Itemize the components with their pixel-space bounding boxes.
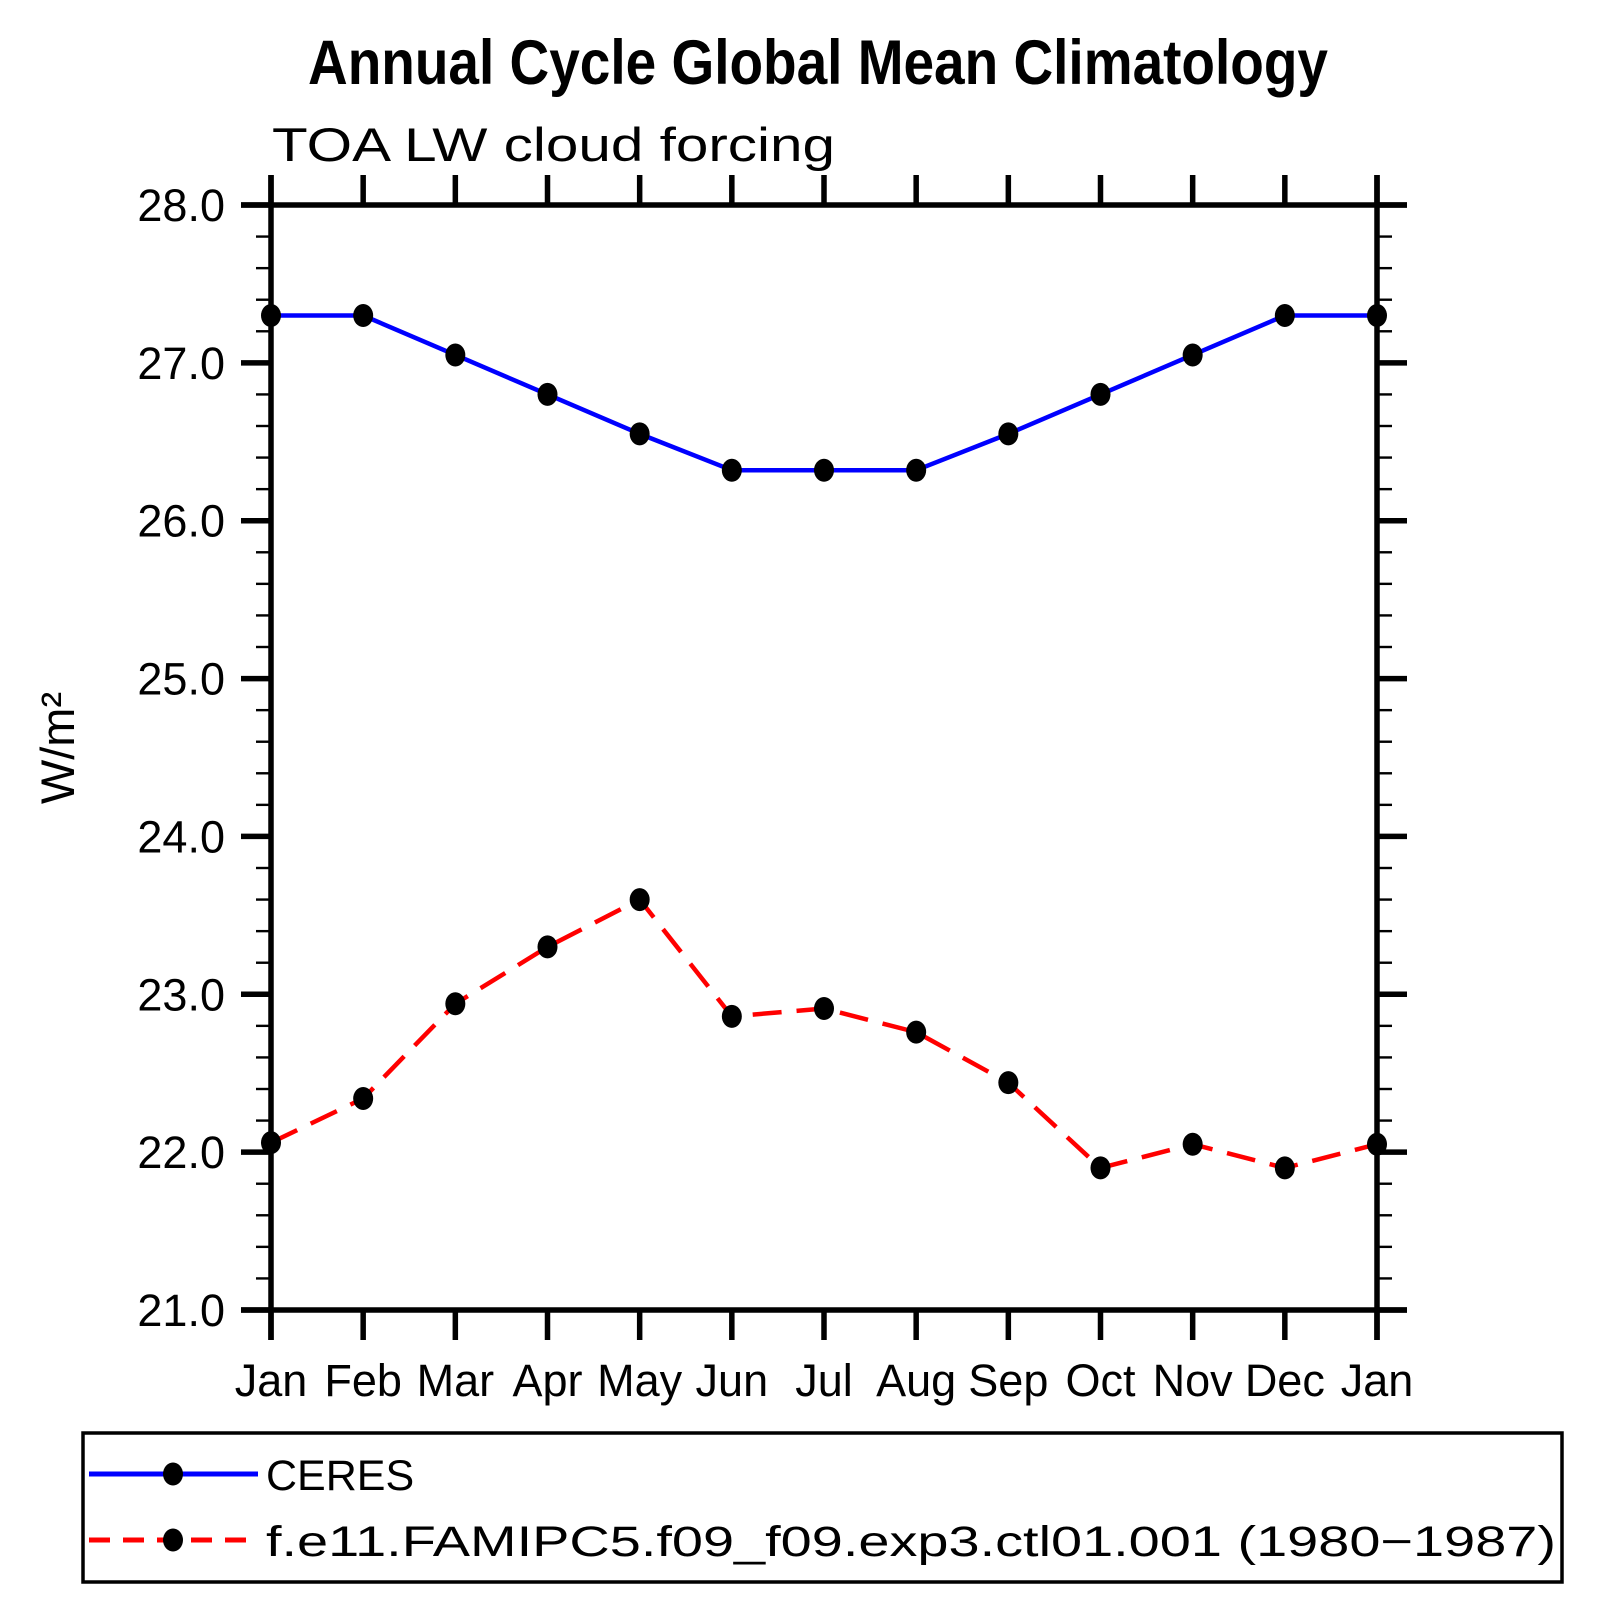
series-line-model [270,897,1378,1171]
series-line-ceres [271,313,1377,473]
data-point-model [261,1131,281,1155]
y-tick-label: 22.0 [137,1127,225,1178]
data-point-model [998,1071,1019,1095]
data-point-ceres [261,304,281,327]
y-tick-label: 24.0 [137,811,225,862]
x-tick-label: May [597,1355,683,1406]
x-tick-label: Jun [696,1355,769,1406]
data-point-model [1182,1132,1203,1156]
data-point-model [906,1020,927,1044]
data-point-ceres [1367,304,1387,327]
y-tick-label: 21.0 [137,1285,225,1336]
data-point-ceres [537,382,558,406]
x-tick-label: Sep [968,1355,1048,1406]
y-tick-label: 25.0 [137,654,225,705]
data-point-model [537,935,558,959]
legend-frame [81,1431,1564,1584]
data-point-ceres [629,422,650,446]
legend-marker-model-dot [163,1528,183,1552]
data-point-ceres [998,422,1019,446]
data-point-ceres [445,343,466,367]
data-point-ceres [721,458,742,482]
legend: CERES f.e11.FAMIPC5.f09_f09.exp3.ctl01.0… [81,1431,1564,1584]
y-tick-label: 26.0 [137,496,225,547]
x-tick-label: Dec [1245,1355,1325,1406]
x-tick-label: Feb [324,1355,402,1406]
data-point-ceres [906,458,927,482]
x-tick-label: Apr [512,1355,582,1406]
data-point-ceres [1090,382,1111,406]
data-point-model [1367,1132,1387,1156]
y-tick-label: 28.0 [137,180,225,231]
chart-title: Annual Cycle Global Mean Climatology [308,28,1328,98]
data-point-model [721,1004,742,1028]
y-tick-label: 23.0 [137,969,225,1020]
data-point-model [353,1086,374,1110]
x-tick-label: Jan [235,1355,308,1406]
x-tick-label: Oct [1065,1355,1136,1406]
legend-label-ceres: CERES [266,1452,414,1500]
data-point-ceres [1182,343,1203,367]
legend-label-model: f.e11.FAMIPC5.f09_f09.exp3.ctl01.001 (19… [266,1518,1556,1566]
data-point-ceres [1274,304,1295,327]
plot-area: 21.0 22.0 23.0 24.0 25.0 26.0 27.0 28.0 Jan Feb Ma… [137,175,1413,1406]
y-axis-label: W/m² [31,692,84,804]
data-point-model [629,888,650,912]
chart-subtitle: TOA LW cloud forcing [272,118,835,171]
x-tick-label: Jul [795,1355,853,1406]
data-point-ceres [353,304,374,327]
x-tick-label: Mar [417,1355,495,1406]
data-point-model [814,996,834,1020]
data-point-ceres [814,458,834,482]
data-point-model [1274,1156,1295,1180]
x-tick-label: Nov [1153,1355,1234,1406]
data-point-model [1090,1156,1111,1180]
x-tick-label: Jan [1341,1355,1414,1406]
y-tick-label: 27.0 [137,338,225,389]
legend-marker-ceres-dot [163,1462,183,1486]
x-tick-label: Aug [876,1355,956,1406]
data-point-model [445,992,466,1016]
